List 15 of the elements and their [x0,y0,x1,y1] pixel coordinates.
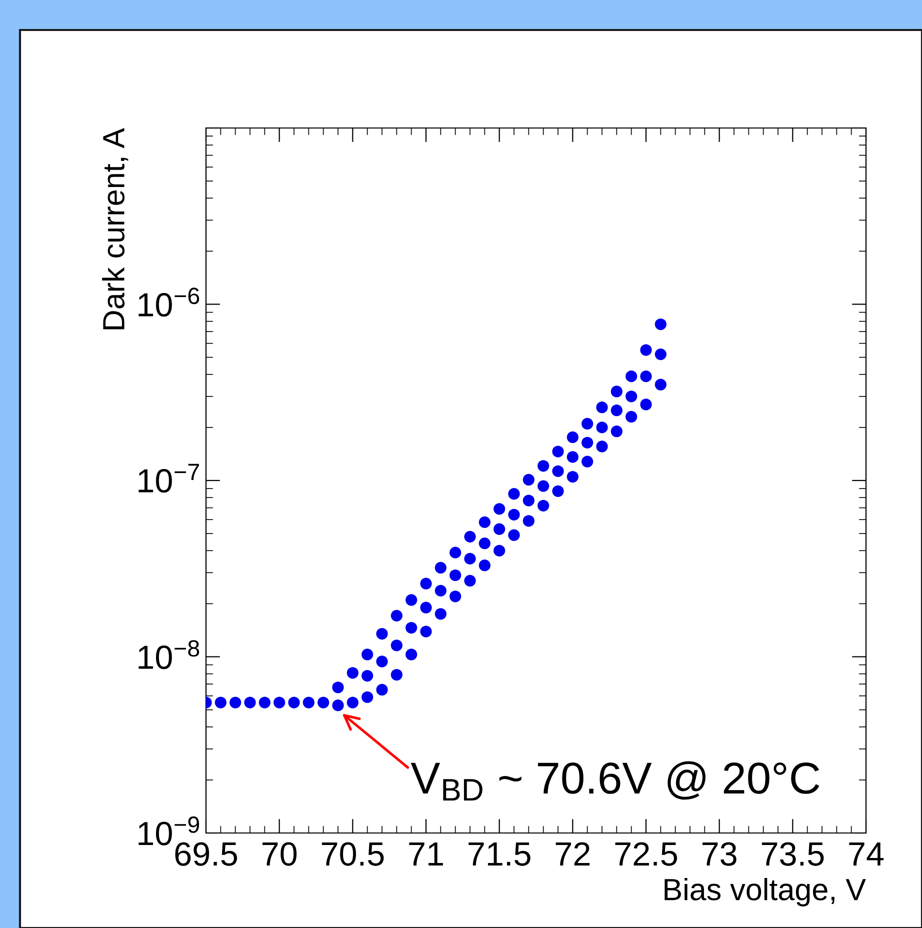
x-tick-label: 73 [702,842,736,866]
x-tick-label: 72 [556,842,590,866]
y-tick-label: 10$^{−7}$ [138,464,199,493]
x-tick-label: 70 [262,842,297,866]
x-axis-title: Bias voltage, V [664,878,866,906]
x-tick-label: 70.5 [322,842,384,866]
y-tick-label: 10$^{−8}$ [138,640,200,670]
x-tick-label: 71 [409,842,443,866]
y-tick-label: 10$^{−6}$ [138,288,200,317]
y-axis-title: Dark current, A [102,128,128,330]
x-tick-label: 71.5 [468,842,530,866]
x-tick-label: 72.5 [615,842,678,866]
x-tick-label: 73.5 [762,842,824,866]
x-tick-label: 74 [849,842,884,866]
annotation: V$_{BD}$ ~ 70.6V @ 20°C [410,761,820,801]
